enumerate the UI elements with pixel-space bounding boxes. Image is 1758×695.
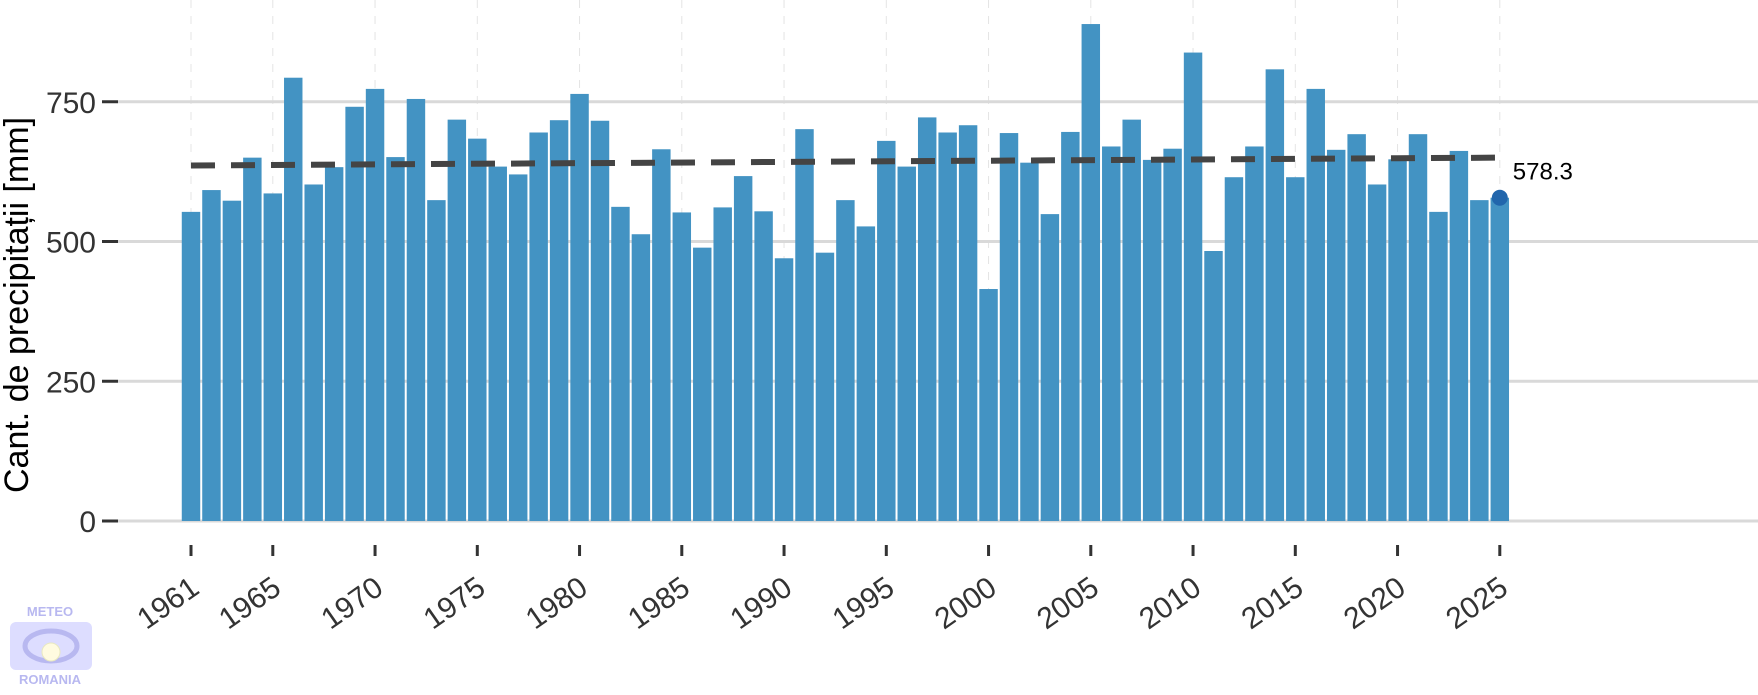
- x-tick-label: 1975: [418, 571, 492, 636]
- bar: [1224, 177, 1244, 521]
- bar: [529, 132, 548, 521]
- bar: [1367, 184, 1387, 521]
- bar: [181, 211, 201, 522]
- bar: [1102, 146, 1121, 521]
- bar: [1326, 149, 1346, 521]
- bar: [1142, 159, 1162, 522]
- bar: [447, 119, 467, 521]
- bar: [611, 206, 630, 522]
- bar: [856, 226, 876, 522]
- bar: [1061, 131, 1080, 521]
- bar: [795, 129, 814, 522]
- x-tick-label: 2015: [1236, 571, 1310, 636]
- bar: [958, 125, 978, 521]
- logo-top-text: METEO: [27, 604, 73, 619]
- bar: [549, 120, 569, 522]
- bar: [1020, 162, 1039, 521]
- y-axis: 0 250 500 750: [46, 87, 118, 539]
- y-tick-label: 0: [79, 506, 96, 539]
- bar: [1490, 197, 1510, 522]
- trend-line-segment: [190, 154, 1500, 169]
- bar: [1245, 146, 1264, 521]
- bar: [406, 98, 426, 521]
- bar: [1204, 251, 1223, 522]
- y-axis-title: Cant. de precipitații [mm]: [0, 117, 36, 493]
- bar: [1306, 88, 1325, 521]
- bar: [774, 258, 794, 521]
- bar: [733, 176, 753, 522]
- bar: [590, 120, 610, 522]
- bar: [468, 138, 487, 522]
- bar: [713, 207, 732, 521]
- bar: [836, 200, 855, 521]
- x-tick-label: 2000: [929, 571, 1003, 636]
- bar: [1429, 211, 1448, 522]
- x-tick-label: 1970: [315, 571, 389, 636]
- bar: [1470, 200, 1489, 521]
- trend-line: [190, 154, 1500, 169]
- bar: [1081, 24, 1101, 521]
- bars: [181, 24, 1510, 522]
- last-value-annotation: 578.3: [1491, 159, 1573, 206]
- bar: [693, 247, 712, 522]
- y-tick-label: 250: [46, 366, 96, 399]
- gridlines: [118, 0, 1758, 523]
- x-tick-label: 1965: [213, 571, 287, 636]
- last-value-label: 578.3: [1513, 159, 1573, 186]
- bar: [979, 289, 998, 521]
- bar: [1449, 150, 1469, 521]
- bar: [877, 140, 896, 521]
- x-tick-label: 1985: [622, 571, 696, 636]
- bar: [243, 157, 262, 521]
- x-tick-label: 2010: [1133, 571, 1207, 636]
- bar: [570, 93, 589, 521]
- bar: [488, 166, 507, 521]
- bar: [999, 133, 1019, 521]
- x-tick-label: 2005: [1031, 571, 1105, 636]
- bar: [938, 132, 957, 521]
- bar: [1265, 69, 1285, 521]
- last-value-marker: [1491, 189, 1508, 206]
- x-tick-label: 1990: [724, 571, 798, 636]
- bar: [672, 212, 692, 521]
- bar: [1163, 148, 1182, 521]
- y-tick-label: 750: [46, 87, 96, 120]
- x-tick-label: 1980: [520, 571, 594, 636]
- y-tick-label: 500: [46, 227, 96, 260]
- logo-sun-icon: [41, 642, 61, 662]
- x-tick-label: 2025: [1440, 571, 1514, 636]
- bar: [631, 234, 651, 521]
- bar: [1388, 159, 1407, 521]
- bar: [917, 117, 937, 521]
- bar: [386, 157, 405, 521]
- bar: [324, 167, 344, 521]
- bar: [815, 252, 835, 521]
- bar: [427, 200, 446, 521]
- x-tick-label: 1961: [131, 571, 205, 636]
- bar: [897, 166, 916, 521]
- bar: [304, 184, 323, 521]
- bar: [1183, 52, 1203, 522]
- bar: [1122, 119, 1141, 521]
- bar: [345, 106, 364, 521]
- bar: [652, 149, 671, 521]
- bar: [754, 211, 773, 521]
- bar: [1347, 134, 1366, 521]
- bar: [263, 193, 283, 521]
- bar: [1286, 177, 1305, 521]
- bar: [508, 174, 528, 522]
- x-tick-label: 1995: [827, 571, 901, 636]
- logo-bottom-text: ROMANIA: [19, 672, 82, 687]
- x-axis: 1961 1965 1970 1975 1980 1985 1990 1995 2000 2005…: [131, 545, 1514, 636]
- bar: [1408, 134, 1428, 521]
- x-tick-label: 2020: [1338, 571, 1412, 636]
- bar: [202, 190, 221, 521]
- bar: [222, 200, 242, 521]
- bar: [1040, 214, 1060, 521]
- bar: [284, 77, 303, 521]
- meteo-romania-logo: METEO ROMANIA: [10, 604, 92, 687]
- bar: [365, 88, 385, 521]
